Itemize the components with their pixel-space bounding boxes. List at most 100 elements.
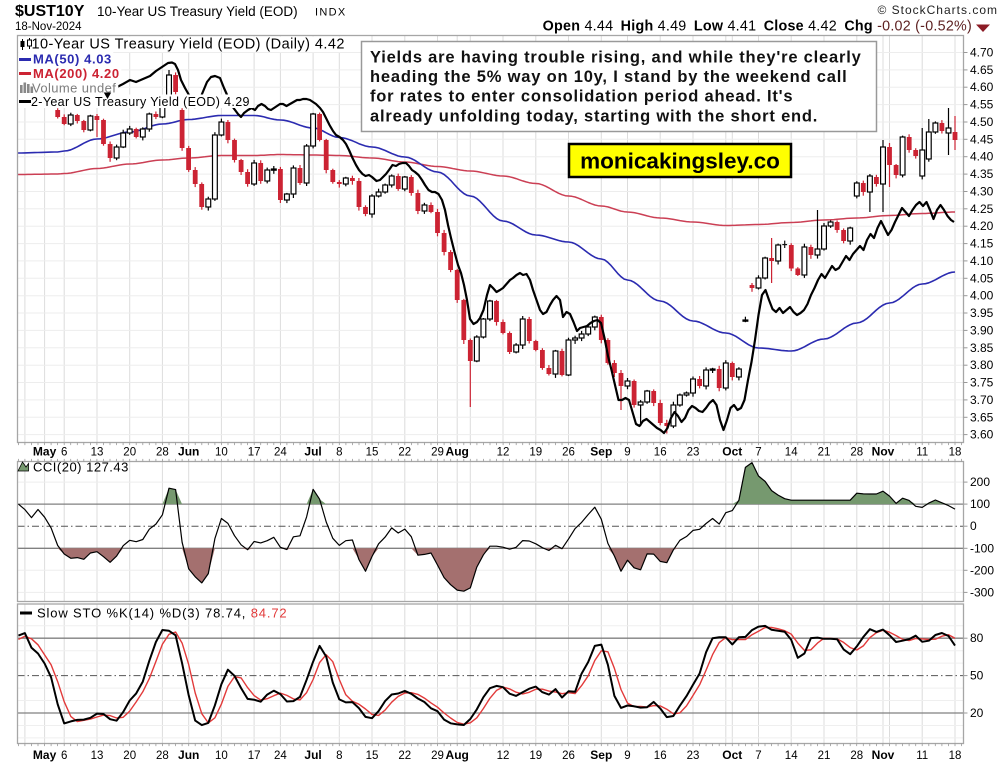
svg-text:29: 29	[431, 750, 444, 762]
svg-text:4.30: 4.30	[970, 185, 994, 199]
svg-text:100: 100	[970, 497, 990, 511]
svg-text:Sep: Sep	[590, 445, 612, 459]
svg-text:200: 200	[970, 475, 990, 489]
svg-text:4.35: 4.35	[970, 167, 994, 181]
svg-text:4.65: 4.65	[970, 63, 994, 77]
svg-text:© StockCharts.com: © StockCharts.com	[877, 3, 998, 17]
svg-text:4.60: 4.60	[970, 80, 994, 94]
svg-text:3.65: 3.65	[970, 410, 994, 424]
svg-text:19: 19	[529, 447, 542, 459]
svg-text:3.90: 3.90	[970, 323, 994, 337]
svg-text:Jun: Jun	[178, 748, 199, 762]
svg-text:20: 20	[123, 447, 136, 459]
svg-text:0: 0	[970, 519, 977, 533]
svg-text:6: 6	[61, 447, 67, 459]
svg-text:23: 23	[687, 447, 700, 459]
svg-text:$UST10Y: $UST10Y	[15, 3, 85, 20]
svg-text:Jul: Jul	[304, 748, 321, 762]
svg-text:13: 13	[91, 447, 104, 459]
svg-text:4.20: 4.20	[970, 219, 994, 233]
svg-text:Jul: Jul	[304, 445, 321, 459]
svg-text:3.70: 3.70	[970, 393, 994, 407]
svg-text:19: 19	[529, 750, 542, 762]
svg-text:11: 11	[916, 447, 928, 459]
svg-text:CCI(20) 127.43: CCI(20) 127.43	[33, 460, 129, 475]
svg-text:22: 22	[398, 447, 411, 459]
svg-text:-200: -200	[970, 563, 994, 577]
svg-text:Jun: Jun	[178, 445, 199, 459]
svg-text:Yields are having trouble risi: Yields are having trouble rising, and wh…	[370, 49, 862, 67]
svg-text:already unfolding today, start: already unfolding today, starting with t…	[370, 107, 818, 125]
svg-text:Oct: Oct	[722, 445, 742, 459]
svg-text:Sep: Sep	[590, 748, 612, 762]
svg-text:4.05: 4.05	[970, 271, 994, 285]
svg-text:8: 8	[336, 447, 342, 459]
svg-text:Aug: Aug	[446, 445, 469, 459]
svg-text:28: 28	[850, 750, 863, 762]
svg-text:10: 10	[215, 447, 228, 459]
svg-text:16: 16	[654, 447, 667, 459]
svg-text:3.85: 3.85	[970, 341, 994, 355]
svg-text:28: 28	[850, 447, 863, 459]
svg-text:3.95: 3.95	[970, 306, 994, 320]
svg-text:18-Nov-2024: 18-Nov-2024	[15, 21, 82, 33]
svg-text:4.15: 4.15	[970, 237, 994, 251]
svg-text:7: 7	[755, 447, 761, 459]
svg-text:24: 24	[274, 447, 287, 459]
svg-text:12: 12	[497, 750, 510, 762]
svg-text:Slow STO %K(14) %D(3) 78.74, 8: Slow STO %K(14) %D(3) 78.74, 84.72	[37, 606, 288, 621]
svg-text:4.70: 4.70	[970, 46, 994, 60]
svg-text:INDX: INDX	[315, 7, 346, 19]
svg-text:-300: -300	[970, 585, 994, 599]
svg-text:May: May	[33, 748, 57, 762]
svg-text:10-Year US Treasury Yield (EOD: 10-Year US Treasury Yield (EOD) (Daily) …	[32, 37, 345, 53]
svg-text:4.10: 4.10	[970, 254, 994, 268]
svg-text:MA(200) 4.20: MA(200) 4.20	[33, 66, 120, 81]
svg-text:4.45: 4.45	[970, 132, 994, 146]
svg-text:23: 23	[687, 750, 700, 762]
svg-text:for rates to enter consolidati: for rates to enter consolidation period …	[370, 88, 793, 106]
svg-text:12: 12	[497, 447, 510, 459]
svg-text:21: 21	[818, 750, 831, 762]
svg-text:6: 6	[61, 750, 67, 762]
svg-text:7: 7	[755, 750, 761, 762]
svg-text:monicakingsley.co: monicakingsley.co	[580, 149, 780, 174]
svg-text:17: 17	[248, 447, 261, 459]
svg-text:MA(50) 4.03: MA(50) 4.03	[33, 52, 112, 67]
svg-text:Nov: Nov	[872, 748, 895, 762]
svg-text:24: 24	[274, 750, 287, 762]
svg-text:20: 20	[970, 706, 984, 720]
svg-text:8: 8	[336, 750, 342, 762]
svg-text:3.60: 3.60	[970, 428, 994, 442]
svg-text:22: 22	[398, 750, 411, 762]
svg-text:29: 29	[431, 447, 444, 459]
svg-text:9: 9	[624, 750, 630, 762]
svg-text:Nov: Nov	[872, 445, 895, 459]
svg-text:4.55: 4.55	[970, 98, 994, 112]
svg-text:18: 18	[949, 447, 962, 459]
svg-text:3.80: 3.80	[970, 358, 994, 372]
svg-text:4.40: 4.40	[970, 150, 994, 164]
svg-text:11: 11	[916, 750, 928, 762]
svg-text:-100: -100	[970, 541, 994, 555]
svg-text:May: May	[33, 445, 57, 459]
svg-text:14: 14	[785, 447, 798, 459]
svg-text:Open 4.44 High 4.49 Low 4.41 C: Open 4.44 High 4.49 Low 4.41 Close 4.42 …	[543, 19, 972, 35]
svg-text:17: 17	[248, 750, 261, 762]
svg-text:10: 10	[215, 750, 228, 762]
svg-text:21: 21	[818, 447, 831, 459]
svg-text:26: 26	[562, 750, 575, 762]
svg-text:26: 26	[562, 447, 575, 459]
svg-text:3.75: 3.75	[970, 376, 994, 390]
svg-text:16: 16	[654, 750, 667, 762]
svg-text:28: 28	[156, 447, 169, 459]
svg-text:heading the 5% way on 10y, I s: heading the 5% way on 10y, I stand by th…	[370, 68, 848, 86]
svg-text:4.25: 4.25	[970, 202, 994, 216]
svg-text:9: 9	[624, 447, 630, 459]
svg-text:15: 15	[366, 447, 379, 459]
svg-text:Oct: Oct	[722, 748, 742, 762]
svg-text:13: 13	[91, 750, 104, 762]
svg-text:4.00: 4.00	[970, 289, 994, 303]
svg-text:20: 20	[123, 750, 136, 762]
svg-text:28: 28	[156, 750, 169, 762]
